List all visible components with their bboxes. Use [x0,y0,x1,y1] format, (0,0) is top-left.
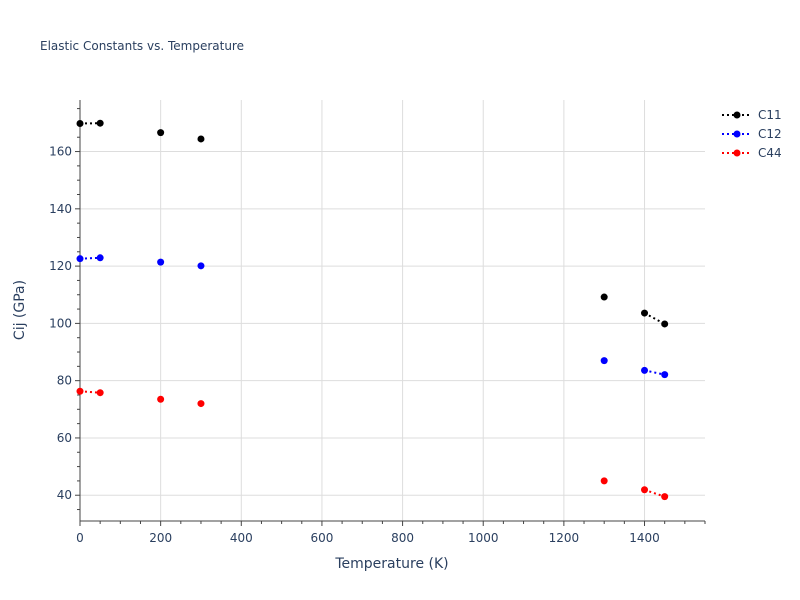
data-point-c12[interactable] [600,357,608,365]
data-point-c11[interactable] [600,293,608,301]
x-tick-label: 1000 [468,531,499,545]
x-tick-label: 400 [230,531,253,545]
grid [80,100,705,521]
x-tick-label: 1200 [549,531,580,545]
legend-item-c12[interactable]: C12 [722,127,782,141]
data-point-c44[interactable] [76,387,84,395]
x-tick-label: 200 [149,531,172,545]
legend-label: C12 [758,127,782,141]
y-tick-label: 160 [49,145,72,159]
data-point-c44[interactable] [96,389,104,397]
series-c44-segment [644,488,666,498]
data-point-c11[interactable] [157,129,165,137]
legend-item-c11[interactable]: C11 [722,108,782,122]
x-tick-label: 800 [391,531,414,545]
series-c11 [76,119,669,328]
y-tick-label: 120 [49,259,72,273]
y-axis-title: Cij (GPa) [12,280,28,340]
series-c11-segment [644,312,666,325]
legend-swatch-marker [733,130,741,138]
data-point-c44[interactable] [197,400,205,408]
data-point-c11[interactable] [96,119,104,127]
data-point-c44[interactable] [661,493,669,501]
x-tick-label: 0 [76,531,84,545]
y-tick-label: 80 [57,374,72,388]
x-tick-label: 600 [310,531,333,545]
legend-label: C44 [758,146,782,160]
plot-area [76,119,669,501]
series-c44 [76,387,669,501]
data-point-c44[interactable] [600,477,608,485]
series-c12 [76,254,669,379]
data-point-c11[interactable] [197,135,205,143]
data-point-c44[interactable] [157,395,165,403]
x-tick-label: 1400 [629,531,660,545]
axes: 0 200 400 600 800 1000 1200 1400 40 60 80 100 120 140… [49,100,706,545]
legend[interactable]: C11 C12 C44 [722,108,782,160]
legend-swatch-marker [733,149,741,157]
y-tick-label: 100 [49,316,72,330]
y-tick-label: 60 [57,431,72,445]
data-point-c12[interactable] [96,254,104,262]
data-point-c12[interactable] [661,371,669,379]
data-point-c11[interactable] [661,320,669,328]
data-point-c12[interactable] [197,262,205,270]
data-point-c11[interactable] [641,309,649,317]
legend-item-c44[interactable]: C44 [722,146,782,160]
data-point-c44[interactable] [641,486,649,494]
x-axis-title: Temperature (K) [334,556,448,572]
chart-title: Elastic Constants vs. Temperature [40,39,244,53]
legend-label: C11 [758,108,782,122]
y-tick-label: 140 [49,202,72,216]
legend-swatch-marker [733,111,741,119]
data-point-c11[interactable] [76,119,84,127]
series-c12-segment [644,369,665,376]
data-point-c12[interactable] [157,258,165,266]
y-tick-label: 40 [57,488,72,502]
data-point-c12[interactable] [76,255,84,263]
data-point-c12[interactable] [641,366,649,374]
